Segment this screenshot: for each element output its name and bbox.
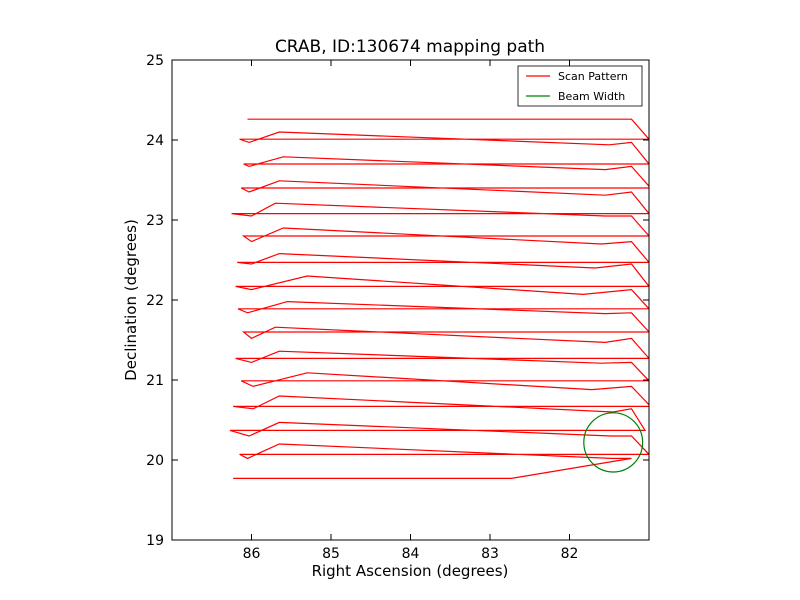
y-tick-label: 22	[146, 293, 164, 309]
x-tick-label: 82	[561, 546, 579, 562]
y-tick-label: 24	[146, 133, 164, 149]
beam-width-circle	[583, 412, 644, 473]
plot-data-layer	[229, 118, 649, 479]
y-axis-label: Declination (degrees)	[122, 219, 140, 381]
legend: Scan Pattern Beam Width	[517, 65, 643, 107]
x-tick-label: 86	[243, 546, 261, 562]
axes: 86 85 84 83 82 19 20 21 22 23 24 25	[146, 53, 649, 562]
x-tick-label: 85	[322, 546, 340, 562]
y-tick-label: 20	[146, 453, 164, 469]
legend-box	[517, 65, 643, 107]
x-tick-label: 84	[402, 546, 420, 562]
plot-frame	[171, 59, 650, 541]
x-tick-label: 83	[481, 546, 499, 562]
x-axis-label: Right Ascension (degrees)	[312, 562, 509, 580]
y-tick-label: 23	[146, 213, 164, 229]
legend-label-beam-width: Beam Width	[558, 90, 625, 103]
scan-pattern-line	[229, 118, 649, 479]
y-tick-label: 21	[146, 373, 164, 389]
y-tick-label: 19	[146, 533, 164, 549]
legend-label-scan-pattern: Scan Pattern	[558, 70, 628, 83]
y-tick-label: 25	[146, 53, 164, 69]
chart-title: CRAB, ID:130674 mapping path	[275, 37, 545, 57]
